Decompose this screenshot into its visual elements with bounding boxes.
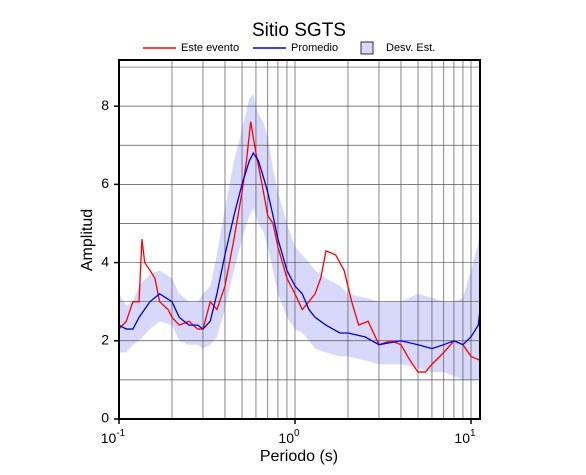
- y-tick-label: 6: [101, 175, 109, 191]
- chart-title: Sitio SGTS: [252, 20, 346, 41]
- tick-base: 10: [101, 430, 117, 446]
- series-line: [118, 151, 481, 350]
- x-axis-label: Periodo (s): [260, 448, 338, 465]
- x-tick-label: 101: [454, 428, 476, 446]
- std-band: [119, 94, 480, 380]
- series-line: [118, 121, 481, 373]
- legend-label: Desv. Est.: [386, 42, 435, 54]
- tick-base: 10: [278, 430, 294, 446]
- legend-label: Este evento: [181, 42, 239, 54]
- x-tick-label: 100: [278, 428, 300, 446]
- y-tick-label: 8: [101, 97, 109, 113]
- tick-exponent: -1: [116, 428, 125, 439]
- x-tick-label: 10-1: [101, 428, 126, 446]
- y-tick-label: 4: [101, 253, 109, 269]
- legend-swatch: [360, 41, 374, 55]
- tick-exponent: 1: [470, 428, 476, 439]
- y-tick-label: 0: [101, 410, 109, 426]
- y-tick-label: 2: [101, 331, 109, 347]
- tick-base: 10: [454, 430, 470, 446]
- tick-exponent: 0: [294, 428, 300, 439]
- y-axis-label: Amplitud: [79, 209, 96, 271]
- plot-frame: [118, 59, 481, 420]
- legend-label: Promedio: [291, 42, 338, 54]
